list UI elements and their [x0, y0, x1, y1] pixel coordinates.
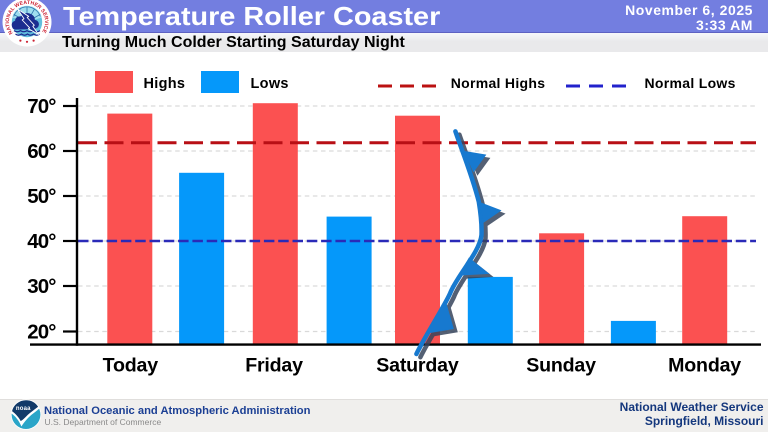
svg-text:40°: 40° [27, 230, 56, 253]
svg-text:noaa: noaa [16, 406, 31, 412]
svg-text:Saturday: Saturday [376, 355, 459, 377]
svg-text:70°: 70° [27, 95, 56, 118]
svg-text:Normal Highs: Normal Highs [451, 75, 546, 91]
svg-text:30°: 30° [27, 275, 56, 298]
svg-text:Today: Today [103, 355, 159, 377]
svg-text:Highs: Highs [144, 76, 186, 92]
svg-text:50°: 50° [27, 185, 56, 208]
svg-text:60°: 60° [27, 140, 56, 163]
svg-text:Normal Lows: Normal Lows [645, 75, 736, 91]
svg-text:20°: 20° [27, 321, 56, 344]
svg-text:Lows: Lows [251, 76, 289, 92]
svg-text:Sunday: Sunday [526, 355, 596, 377]
svg-text:Friday: Friday [245, 355, 303, 377]
svg-text:Monday: Monday [668, 355, 741, 377]
